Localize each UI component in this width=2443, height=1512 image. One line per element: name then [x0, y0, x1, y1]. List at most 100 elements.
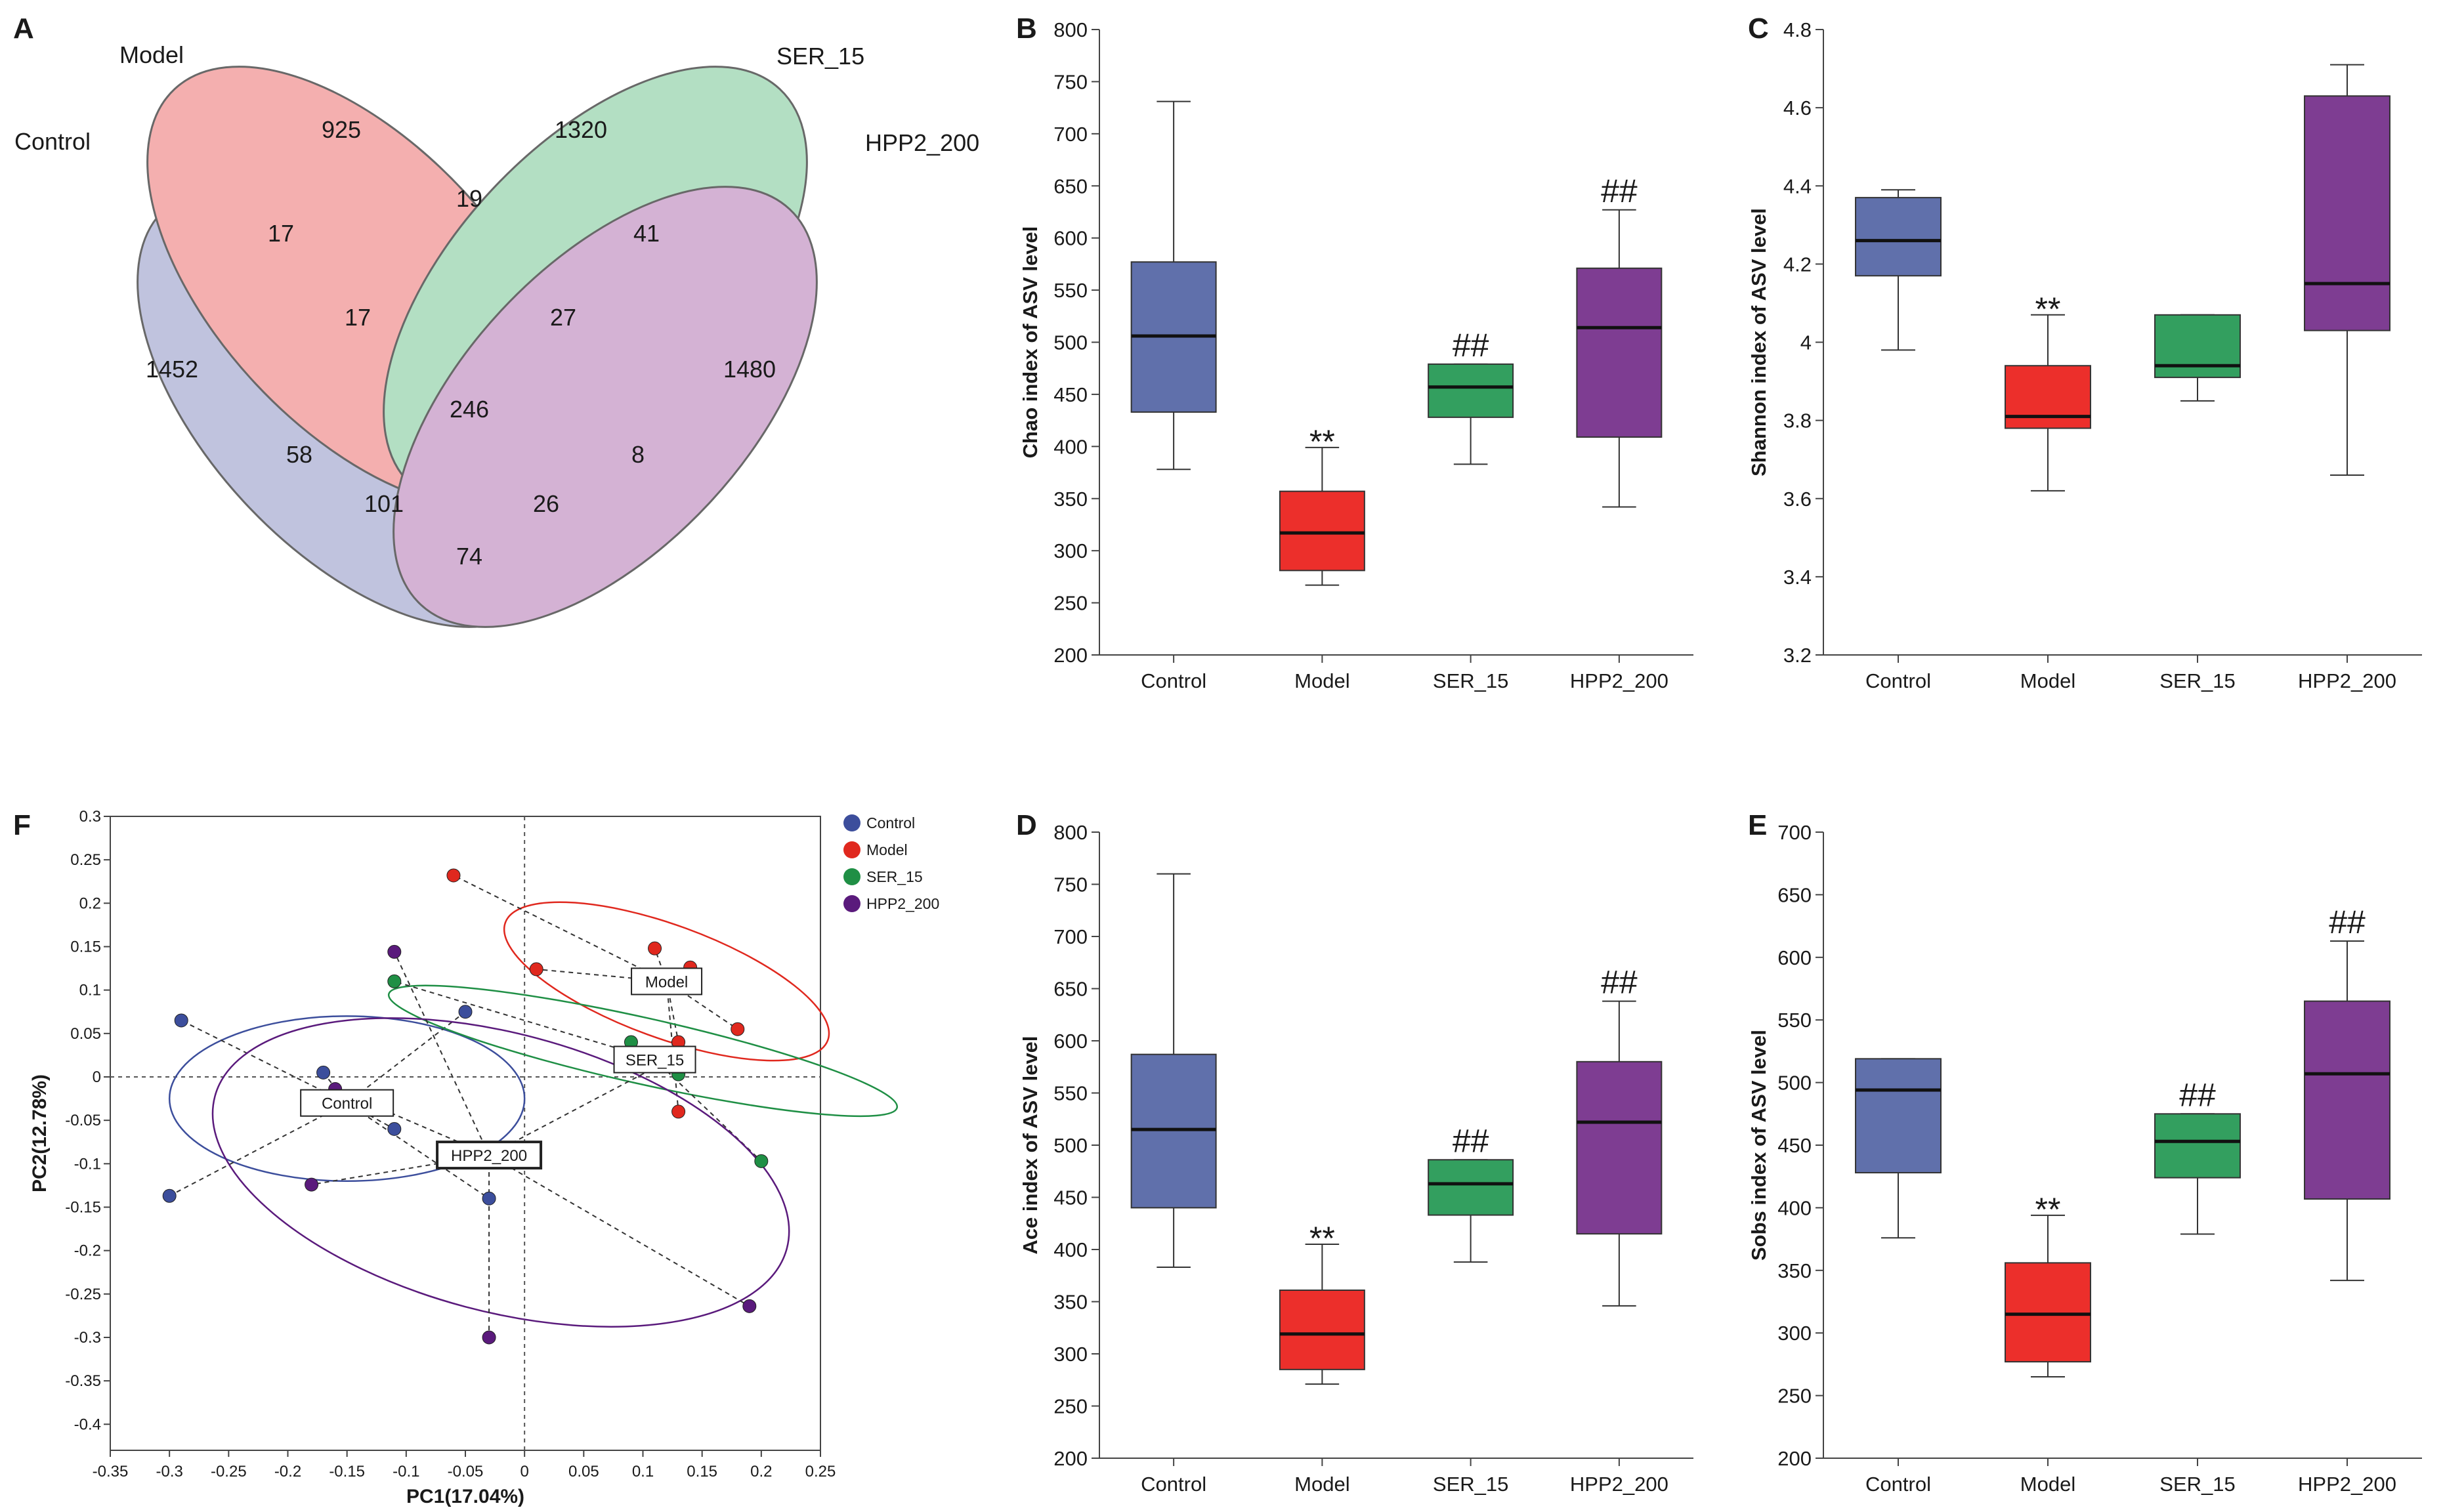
venn-count-control-only: 1452	[146, 356, 198, 383]
venn-set-label: HPP2_200	[865, 129, 979, 156]
sample-point-model	[671, 1104, 686, 1119]
y-tick-label: 550	[1053, 1082, 1088, 1105]
venn-count-ser-15-only: 1320	[555, 116, 607, 143]
box-hpp2-200	[1576, 267, 1663, 438]
significance-marker: **	[1309, 423, 1335, 460]
significance-marker: ##	[1453, 327, 1489, 364]
sample-point-model	[731, 1022, 745, 1036]
y-tick-label: -0.4	[74, 1416, 101, 1433]
centroid-label-box	[300, 1089, 394, 1117]
sample-point-model	[446, 868, 461, 883]
significance-marker: **	[1309, 1220, 1335, 1257]
confidence-ellipse-model	[503, 901, 830, 1062]
y-tick-label: 450	[1053, 383, 1088, 406]
y-tick-label: 500	[1053, 331, 1088, 354]
legend-label: HPP2_200	[866, 895, 939, 912]
panel-label-F: F	[13, 809, 31, 841]
y-tick-label: -0.15	[65, 1198, 101, 1216]
y-tick-label: 600	[1053, 1030, 1088, 1053]
x-tick-label: SER_15	[2159, 1473, 2235, 1496]
y-tick-label: 700	[1777, 821, 1812, 844]
y-tick-label: 450	[1053, 1186, 1088, 1209]
venn-count-control-ser-15: 58	[286, 441, 312, 468]
y-tick-label: 4.8	[1783, 18, 1812, 41]
y-tick-label: 250	[1053, 1395, 1088, 1418]
y-tick-label: 350	[1053, 488, 1088, 511]
venn-count-all: 246	[450, 396, 489, 423]
spider-line	[666, 980, 738, 1030]
x-tick-label: SER_15	[1433, 669, 1508, 692]
y-tick-label: 400	[1053, 435, 1088, 458]
legend-marker-hpp2-200	[843, 895, 860, 912]
y-tick-label: 250	[1053, 592, 1088, 615]
y-tick-label: 550	[1053, 279, 1088, 302]
venn-count-control-model-hpp2-200: 26	[533, 490, 559, 517]
venn-diagram: A Control Model SER_15 HPP2_200 925 1320 1452 14…	[13, 12, 979, 628]
y-tick-label: 700	[1053, 123, 1088, 146]
x-tick-label: HPP2_200	[1570, 1473, 1668, 1496]
y-tick-label: 450	[1777, 1134, 1812, 1157]
legend-marker-control	[843, 814, 860, 831]
box-model	[2005, 365, 2091, 429]
x-tick-label: 0	[520, 1463, 528, 1480]
y-tick-label: -0.25	[65, 1286, 101, 1303]
box-model	[1279, 1290, 1365, 1370]
y-tick-label: 600	[1777, 946, 1812, 969]
y-tick-label: 550	[1777, 1009, 1812, 1032]
y-tick-label: 750	[1053, 873, 1088, 896]
box-ser-15	[1428, 1159, 1514, 1216]
box-control	[1855, 197, 1942, 277]
sample-point-model	[648, 941, 662, 956]
y-tick-label: 4	[1800, 331, 1812, 354]
venn-count-control-ser-15-hpp2-200: 101	[364, 490, 404, 517]
centroid-label: SER_15	[626, 1052, 684, 1070]
y-tick-label: 0.2	[79, 894, 101, 912]
spider-line	[394, 980, 655, 1060]
sample-point-control	[316, 1065, 331, 1080]
y-tick-label: -0.35	[65, 1372, 101, 1390]
y-tick-label: 0.05	[70, 1025, 101, 1043]
x-tick-label: Model	[1294, 1473, 1349, 1496]
venn-ellipses	[137, 66, 818, 628]
sample-point-hpp2-200	[482, 1330, 496, 1345]
venn-count-ser-15-hpp2-200: 41	[633, 220, 660, 247]
significance-marker: ##	[1601, 964, 1638, 1001]
x-tick-label: HPP2_200	[2298, 669, 2396, 692]
box-hpp2-200	[2304, 95, 2390, 331]
x-tick-label: HPP2_200	[1570, 669, 1668, 692]
x-tick-label: Control	[1141, 669, 1206, 692]
x-tick-label: -0.15	[329, 1463, 365, 1480]
plot-frame	[110, 816, 821, 1451]
x-tick-label: Model	[2020, 1473, 2075, 1496]
shannon-boxplot: C 3.2 3.4 3.6 3.8 4 4.2 4.4 4.6 4.8 Shannon index …	[1747, 12, 2422, 692]
significance-marker: **	[2035, 291, 2061, 327]
significance-marker: ##	[1601, 173, 1638, 209]
panel-label-B: B	[1016, 12, 1037, 45]
sample-point-control	[458, 1005, 473, 1019]
y-tick-label: 4.6	[1783, 96, 1812, 119]
y-tick-label: 200	[1053, 644, 1088, 667]
spider-line	[488, 1055, 679, 1156]
x-tick-label: Model	[2020, 669, 2075, 692]
y-tick-label: 500	[1053, 1134, 1088, 1157]
y-axis-title: Sobs index of ASV level	[1747, 1030, 1770, 1261]
centroid-label-box	[436, 1141, 543, 1170]
y-axis-title: Shannon index of ASV level	[1747, 208, 1770, 476]
centroid-label: HPP2_200	[451, 1147, 527, 1165]
y-tick-label: 750	[1053, 70, 1088, 93]
x-tick-label: Control	[1865, 669, 1931, 692]
venn-count-control-hpp2-200: 74	[456, 543, 482, 570]
y-axis-title: Ace index of ASV level	[1019, 1036, 1042, 1254]
centroid-label: Control	[322, 1095, 372, 1113]
legend-marker-ser-15	[843, 868, 860, 885]
sample-point-control	[482, 1191, 496, 1206]
y-tick-label: -0.2	[74, 1242, 101, 1260]
y-tick-label: 350	[1777, 1259, 1812, 1282]
y-tick-label: 600	[1053, 227, 1088, 250]
confidence-ellipse-hpp2-200	[211, 1017, 790, 1328]
significance-marker: ##	[2329, 904, 2366, 940]
panel-label-A: A	[13, 12, 34, 45]
y-axis-title: Chao index of ASV level	[1019, 226, 1042, 459]
significance-marker: ##	[1453, 1122, 1489, 1159]
